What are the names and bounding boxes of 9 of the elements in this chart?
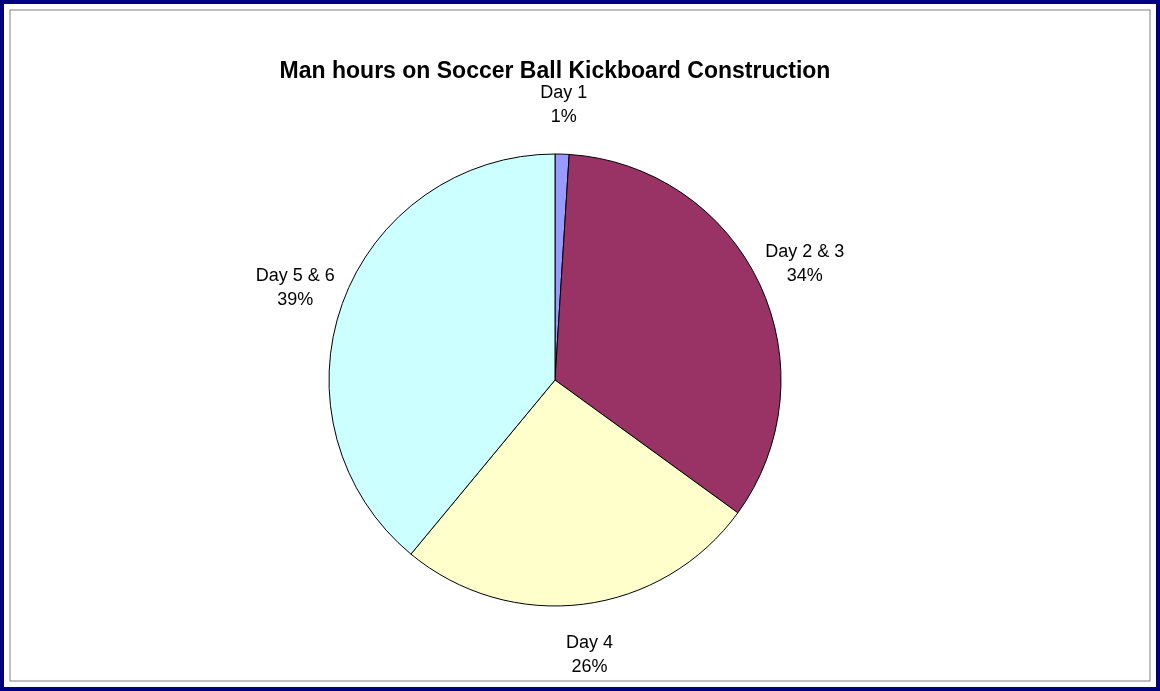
chart-title: Man hours on Soccer Ball Kickboard Construction: [279, 57, 831, 83]
slice-label: Day 4: [566, 631, 614, 652]
data-label: 39%: [277, 288, 314, 309]
data-label: 34%: [786, 264, 823, 285]
data-label: 26%: [571, 655, 608, 676]
slice-label: Day 5 & 6: [255, 264, 335, 285]
slice-label: Day 1: [540, 82, 588, 103]
slice-label: Day 2 & 3: [765, 240, 845, 261]
data-label: 1%: [550, 106, 577, 127]
